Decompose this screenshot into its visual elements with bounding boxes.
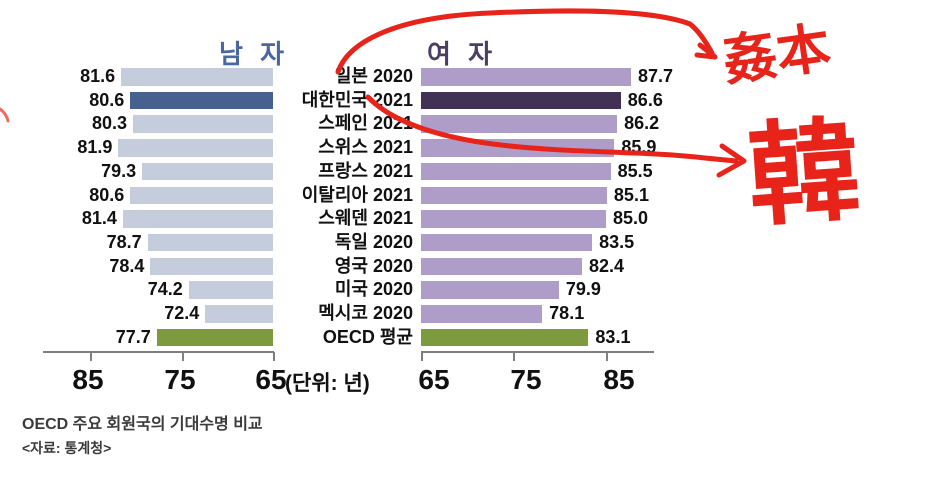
men-value-label: 80.3	[91, 113, 127, 134]
country-label: 미국 2020	[334, 279, 413, 300]
stray-red-mark	[0, 107, 10, 123]
chart-caption-source: <자료: 통계청>	[22, 440, 112, 456]
women-bar	[421, 162, 611, 181]
handwritten-korea-note: 韓	[743, 107, 865, 240]
women-value-label: 86.2	[624, 113, 660, 134]
women-bar	[421, 210, 606, 228]
country-label: 프랑스 2021	[318, 160, 413, 181]
men-axis-line	[43, 351, 274, 353]
men-value-label: 78.4	[109, 255, 145, 276]
men-value-label: 77.7	[115, 326, 151, 347]
women-axis-tick	[513, 352, 515, 361]
men-axis-tick	[182, 352, 184, 361]
men-bar	[133, 115, 273, 133]
country-label: 독일 2020	[334, 231, 413, 252]
korea-arrow-head	[716, 143, 747, 178]
women-axis-tick	[421, 352, 423, 361]
men-value-label: 81.6	[80, 66, 116, 86]
chart-caption-title: OECD 주요 회원국의 기대수명 비교	[22, 416, 263, 433]
women-value-label: 83.1	[595, 326, 631, 347]
men-value-label: 81.4	[81, 208, 117, 229]
country-label: 이탈리아 2021	[301, 184, 413, 205]
men-bar	[150, 257, 273, 276]
men-bar	[205, 305, 273, 323]
men-axis-tick	[273, 352, 275, 361]
men-axis-tick-label: 65	[255, 364, 287, 395]
axis-unit-label: (단위: 년)	[285, 372, 370, 395]
women-value-label: 79.9	[565, 279, 601, 300]
women-value-label: 85.5	[617, 160, 653, 181]
men-value-label: 80.6	[89, 184, 125, 205]
country-label: 멕시코 2020	[318, 303, 413, 323]
men-chart-title: 남 자	[219, 39, 290, 69]
women-value-label: 78.1	[549, 303, 585, 323]
handwritten-japan-note: 姦本	[719, 17, 835, 93]
men-value-label: 79.3	[101, 160, 137, 181]
country-label: 스위스 2021	[318, 137, 413, 158]
men-bar	[147, 233, 273, 252]
women-bar	[421, 139, 615, 157]
women-chart-title: 여 자	[427, 39, 498, 69]
men-bar	[122, 210, 273, 228]
women-axis-tick-label: 85	[603, 364, 635, 395]
men-bar	[130, 186, 273, 204]
women-bar	[421, 328, 589, 347]
women-bar	[421, 281, 559, 299]
women-axis-line	[421, 351, 654, 353]
women-value-label: 85.9	[621, 137, 657, 158]
women-value-label: 83.5	[599, 231, 635, 252]
men-value-label: 81.9	[77, 137, 113, 158]
women-bar	[421, 305, 543, 323]
women-bar	[421, 186, 607, 204]
men-value-label: 74.2	[147, 279, 183, 300]
men-value-label: 78.7	[106, 231, 142, 252]
country-label: OECD 평균	[322, 326, 413, 347]
men-bar	[118, 139, 273, 157]
men-bar	[188, 281, 273, 299]
country-label: 스웨덴 2021	[318, 208, 413, 229]
men-axis-tick-label: 85	[72, 364, 104, 395]
women-value-label: 85.0	[613, 208, 649, 229]
women-value-label: 85.1	[613, 184, 649, 205]
women-bar	[421, 257, 582, 276]
men-value-label: 72.4	[164, 303, 200, 323]
men-bar	[121, 68, 273, 86]
country-label: 일본 2020	[334, 66, 413, 86]
women-axis-tick-label: 75	[510, 364, 542, 395]
men-value-label: 80.6	[89, 89, 125, 110]
women-bar	[421, 115, 618, 133]
japan-arrow-stroke	[335, 8, 715, 75]
women-value-label: 82.4	[588, 255, 624, 276]
men-bar	[142, 162, 273, 181]
country-label: 대한민국 2021	[301, 89, 413, 110]
men-axis-tick-label: 75	[164, 364, 196, 395]
country-label: 스페인 2021	[318, 113, 413, 134]
men-axis-tick	[90, 352, 92, 361]
women-bar	[421, 68, 631, 86]
women-bar	[421, 233, 593, 252]
men-bar	[156, 328, 273, 347]
women-value-label: 87.7	[637, 66, 674, 86]
women-axis-tick	[606, 352, 608, 361]
country-label: 영국 2020	[334, 255, 413, 276]
women-value-label: 86.6	[627, 89, 663, 110]
men-bar	[130, 91, 273, 110]
women-bar	[421, 91, 621, 110]
women-axis-tick-label: 65	[418, 364, 450, 395]
japan-arrow-head	[694, 42, 718, 60]
